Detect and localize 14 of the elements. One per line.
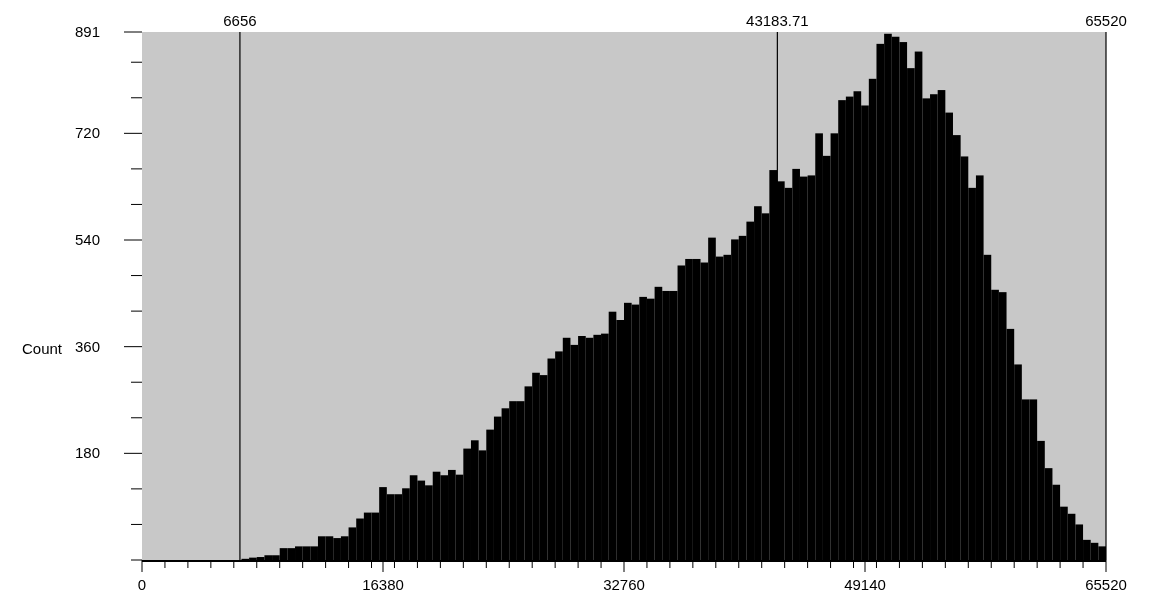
x-tick-label: 32760 — [603, 576, 645, 593]
x-tick-label: 65520 — [1085, 576, 1127, 593]
y-tick-label: 180 — [74, 444, 100, 462]
y-axis-title: Count — [21, 339, 63, 357]
x-tick-label: 0 — [137, 576, 147, 593]
ref-line-label: 43183.71 — [746, 12, 809, 29]
y-tick-label: 540 — [74, 231, 100, 248]
y-tick-label: 360 — [74, 337, 100, 355]
x-tick-label: 16380 — [362, 576, 404, 593]
ref-line-label: 65520 — [1085, 12, 1127, 29]
y-tick-label: 720 — [74, 124, 100, 142]
ref-line-label: 6656 — [223, 12, 257, 29]
y-tick-label: 891 — [74, 23, 100, 40]
x-tick-label: 49140 — [844, 576, 886, 593]
